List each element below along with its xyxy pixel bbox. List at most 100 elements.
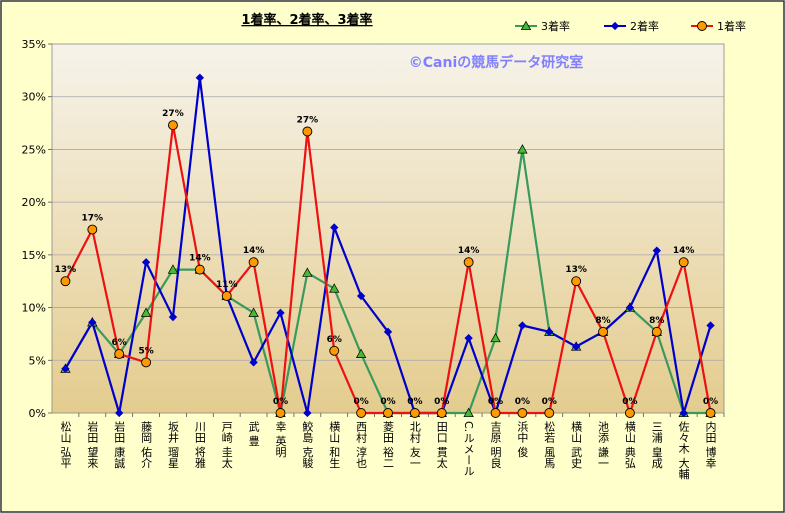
data-point (61, 364, 70, 373)
data-point (517, 144, 528, 154)
series-layer (60, 73, 716, 418)
x-tick-label: 幸 英明 (274, 421, 287, 458)
x-tick-label: 田口 貫太 (435, 421, 448, 469)
data-point (88, 318, 97, 327)
data-point (302, 267, 313, 277)
plot-area (51, 43, 725, 414)
chart-title: 1着率、2着率、3着率 (241, 12, 372, 28)
data-label: 14% (458, 246, 480, 256)
data-point (652, 246, 661, 255)
data-point (114, 349, 125, 359)
data-point (141, 357, 152, 368)
data-point (678, 257, 689, 268)
legend-label: 3着率 (541, 19, 570, 33)
data-point (571, 276, 582, 287)
data-point (383, 408, 393, 418)
data-label: 6% (327, 335, 342, 345)
data-point (624, 408, 635, 418)
data-point (275, 408, 286, 418)
data-point (168, 120, 178, 131)
data-point (330, 223, 339, 232)
data-point (571, 342, 581, 351)
data-point (60, 276, 71, 287)
x-tick-label: 内田 博幸 (704, 420, 717, 469)
data-point (436, 408, 447, 418)
x-tick-label: 池添 謙一 (597, 421, 610, 469)
data-point (383, 327, 393, 336)
data-point (490, 408, 501, 418)
x-tick-label: 松山 弘平 (59, 420, 72, 469)
data-point (221, 291, 232, 301)
data-point (490, 332, 501, 343)
data-point (248, 257, 259, 268)
data-point (520, 20, 532, 31)
y-axis: 0% 5% 10% 15% 20% 25% 30% 35% (22, 38, 52, 420)
data-label: 8% (595, 316, 610, 326)
x-tick-label: 西村 淳也 (355, 421, 368, 469)
legend-label: 2着率 (630, 19, 659, 33)
data-point (249, 358, 258, 367)
x-tick-label: 横山 武史 (570, 420, 583, 469)
y-tick-label: 30% (22, 91, 46, 104)
data-point (329, 345, 340, 356)
data-label: 0% (542, 397, 557, 407)
data-point (651, 326, 662, 337)
data-label: 14% (189, 254, 211, 264)
x-tick-label: 武 豊 (247, 421, 260, 447)
data-point (248, 307, 259, 317)
x-tick-label: 松若 風馬 (543, 420, 556, 469)
data-label: 14% (673, 246, 695, 256)
x-tick-label: 北村 友一 (408, 421, 421, 469)
x-tick-label: 佐々木 大輔 (677, 420, 690, 480)
data-label: 0% (622, 397, 637, 407)
data-label: 17% (82, 214, 104, 224)
data-point (115, 408, 124, 418)
data-label: 0% (434, 397, 449, 407)
data-point (167, 264, 179, 274)
data-point (303, 408, 312, 418)
data-label: 13% (565, 265, 587, 275)
x-axis: 松山 弘平 岩田 望来 岩田 康誠 藤岡 佑介 坂井 瑠星 川田 将雅 戸崎 圭太 武 豊 幸 … (59, 413, 725, 480)
data-label: 13% (55, 265, 77, 275)
data-point (464, 333, 473, 343)
x-tick-label: 戸崎 圭太 (220, 421, 233, 469)
data-point (598, 326, 608, 337)
legend: 3着率 2着率 1着率 (515, 19, 746, 33)
data-point (463, 257, 474, 268)
data-point (705, 408, 716, 418)
y-tick-label: 5% (29, 354, 46, 367)
data-point (463, 407, 474, 418)
x-tick-label: 浜中 俊 (516, 421, 529, 458)
data-label: 14% (243, 246, 265, 256)
data-point (706, 321, 715, 330)
y-tick-label: 0% (29, 407, 46, 420)
x-tick-label: 菱田 裕二 (382, 421, 395, 469)
data-label: 0% (273, 397, 288, 407)
x-tick-label: 吉原 明良 (489, 421, 502, 469)
x-tick-label: 横山 典弘 (623, 420, 636, 469)
data-point (276, 308, 285, 318)
data-label: 0% (703, 397, 718, 407)
x-tick-label: 鮫島 克駿 (301, 420, 314, 469)
y-tick-label: 15% (22, 249, 46, 262)
data-point (544, 408, 555, 418)
data-point (302, 126, 313, 137)
data-point (87, 224, 98, 235)
data-point (140, 307, 152, 317)
data-point (697, 21, 707, 31)
data-label: 0% (488, 397, 503, 407)
y-tick-label: 10% (22, 302, 46, 315)
x-tick-label: 藤岡 佑介 (140, 421, 153, 469)
data-point (356, 291, 366, 301)
y-tick-label: 20% (22, 196, 46, 209)
data-point (141, 258, 151, 267)
legend-label: 1着率 (717, 19, 746, 33)
data-point (625, 303, 635, 312)
data-point (409, 408, 420, 418)
watermark-text: ©Caniの競馬データ研究室 (409, 54, 584, 71)
x-tick-label: 岩田 望来 (86, 420, 99, 469)
x-tick-label: 坂井 瑠星 (166, 421, 179, 469)
y-tick-label: 35% (22, 38, 46, 51)
data-label: 6% (112, 338, 127, 348)
